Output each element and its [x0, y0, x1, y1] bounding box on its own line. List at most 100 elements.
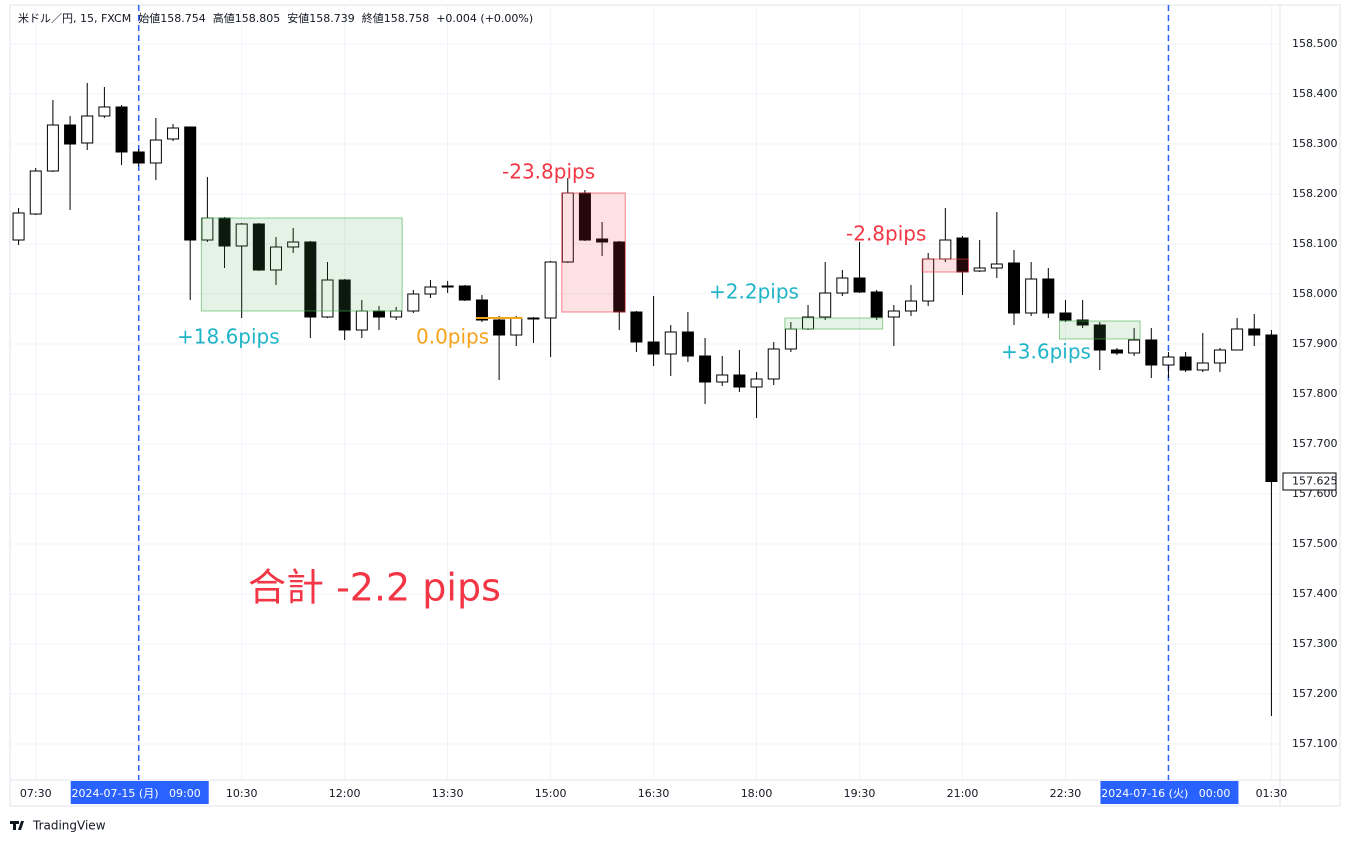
brand: TradingView: [32, 819, 106, 833]
candle-body: [1196, 362, 1209, 371]
y-tick-label: 157.400: [1292, 587, 1338, 600]
candle-body: [321, 279, 334, 318]
candle-body: [29, 170, 42, 215]
candle-body: [664, 331, 677, 355]
candle-body: [115, 106, 128, 153]
legend-item: 始値158.754: [138, 11, 206, 25]
candle-body: [990, 263, 1003, 269]
candle-body: [836, 277, 849, 294]
trade-box: [561, 192, 626, 313]
legend-item: +0.004 (+0.00%): [436, 12, 533, 25]
y-tick-label: 158.000: [1292, 287, 1338, 300]
x-tick-label: 16:30: [638, 787, 670, 800]
y-tick-label: 158.300: [1292, 137, 1338, 150]
candle-body: [458, 285, 471, 301]
candle-body: [1179, 356, 1192, 371]
candle-body: [1093, 324, 1106, 351]
y-tick-label: 158.500: [1292, 37, 1338, 50]
candle-body: [1162, 356, 1175, 366]
x-tick-label: 15:00: [535, 787, 567, 800]
y-tick-label: 158.100: [1292, 237, 1338, 250]
annotations: +18.6pips 0.0pips -23.8pips +2.2pips -2.8pip…: [177, 160, 1141, 364]
candle-body: [355, 310, 368, 331]
y-tick-label: 157.100: [1292, 737, 1338, 750]
plot: [12, 83, 1278, 716]
candle-body: [767, 348, 780, 380]
legend-item: 高値158.805: [213, 11, 281, 25]
trade-box: [200, 217, 403, 312]
candle-body: [424, 286, 437, 295]
trade-box: [784, 317, 884, 330]
candle-body: [475, 299, 488, 321]
chart-frame: [9, 4, 1341, 807]
x-tick-label: 18:00: [741, 787, 773, 800]
x-tick-label: 01:30: [1256, 787, 1288, 800]
candle-body: [270, 246, 283, 271]
candle-body: [716, 374, 729, 383]
last-price-box: [1282, 472, 1337, 491]
candle-body: [1231, 328, 1244, 351]
candle-body: [1265, 334, 1278, 482]
symbol-legend: 米ドル／円, 15, FXCM 始値158.754 高値158.805 安値158.7…: [18, 11, 533, 25]
legend-item: 安値158.739: [287, 11, 355, 25]
candle-body: [510, 317, 523, 336]
y-tick-label: 158.200: [1292, 187, 1338, 200]
total-label: 合計 -2.2 pips: [248, 566, 501, 610]
candle-body: [372, 310, 385, 318]
y-tick-label: 158.400: [1292, 87, 1338, 100]
trade-label: -2.8pips: [846, 222, 926, 246]
candle-body: [1128, 339, 1141, 354]
trade-box: [921, 258, 969, 273]
logo-icon: [10, 821, 24, 830]
candle-body: [1025, 278, 1038, 314]
y-tick-label: 157.700: [1292, 437, 1338, 450]
candle-body: [235, 223, 248, 247]
candle-body: [1007, 262, 1020, 314]
candle-body: [596, 238, 609, 243]
trade-box: [1058, 320, 1141, 340]
y-tick-label: 157.300: [1292, 637, 1338, 650]
x-tick-label: 2024-07-15 (月) 09:00: [72, 787, 201, 800]
candle-body: [493, 319, 506, 336]
candle-body: [750, 378, 763, 388]
candle-body: [287, 241, 300, 248]
candle-body: [905, 300, 918, 312]
x-tick-label: 07:30: [20, 787, 52, 800]
trade-label: +18.6pips: [177, 325, 280, 349]
candle-body: [939, 239, 952, 260]
candle-body: [1110, 349, 1123, 354]
candle-body: [98, 106, 111, 117]
candle-body: [167, 127, 180, 140]
candle-body: [681, 331, 694, 357]
x-tick-label: 19:30: [844, 787, 876, 800]
candle-body: [441, 285, 454, 288]
candle-body: [149, 139, 162, 164]
candle-body: [1059, 312, 1072, 321]
x-tick-highlight: [70, 781, 209, 804]
candle-body: [784, 328, 797, 350]
candle-body: [304, 241, 317, 318]
x-tick-label: 22:30: [1050, 787, 1082, 800]
candle-body: [870, 291, 883, 318]
x-tick-label: 12:00: [329, 787, 361, 800]
x-tick-label: 10:30: [226, 787, 258, 800]
candle-body: [973, 267, 986, 272]
y-tick-label: 157.900: [1292, 337, 1338, 350]
candle-body: [132, 151, 145, 164]
candle-body: [699, 355, 712, 383]
trade-label: +3.6pips: [1001, 340, 1091, 364]
brand-logo: [10, 821, 24, 830]
candle-body: [819, 292, 832, 318]
x-tick-label: 13:30: [432, 787, 464, 800]
candle-body: [887, 310, 900, 318]
candle-body: [544, 261, 557, 319]
candle-body: [390, 310, 403, 318]
candle-body: [338, 279, 351, 331]
candle-body: [12, 212, 25, 241]
candle-body: [527, 317, 540, 320]
candle-body: [1076, 319, 1089, 326]
x-tick-highlight: [1100, 781, 1239, 804]
last-price-label: 157.625: [1292, 475, 1338, 488]
trade-label: 0.0pips: [416, 325, 489, 349]
